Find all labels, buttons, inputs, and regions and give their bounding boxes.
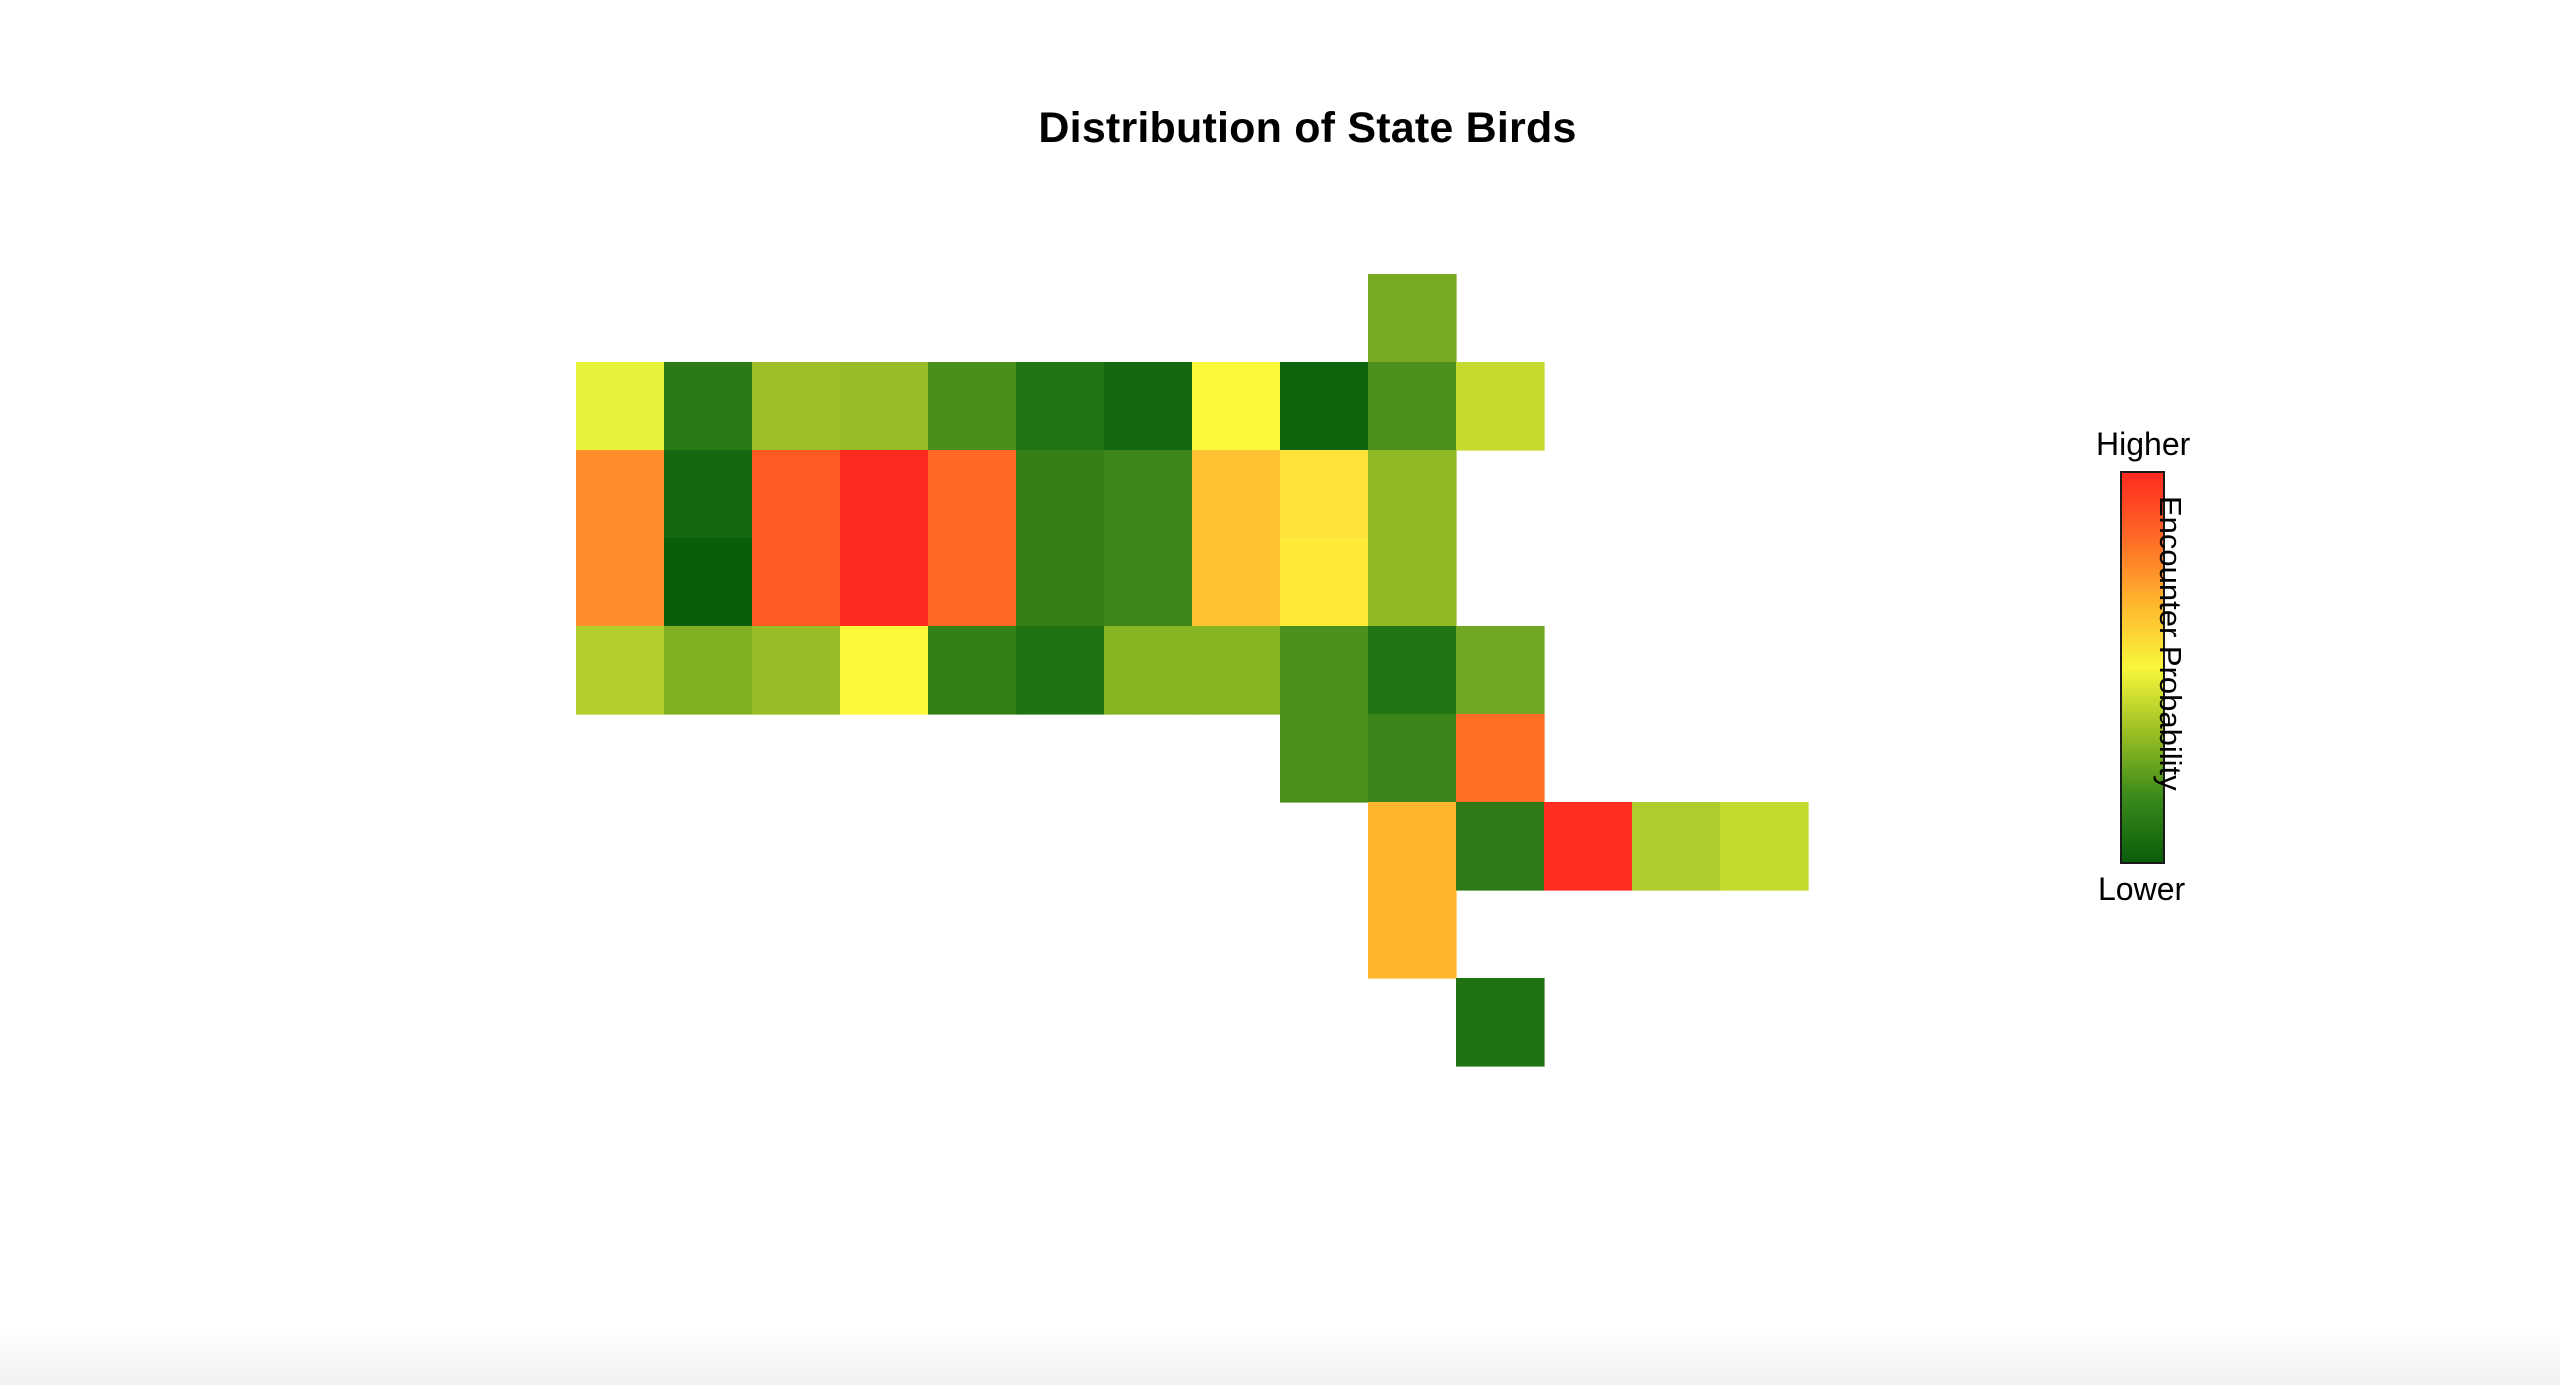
- heatmap-cell: [840, 450, 929, 539]
- heatmap-cell: [576, 538, 665, 627]
- heatmap-cells: [576, 274, 1809, 1067]
- heatmap-cell: [1280, 626, 1369, 715]
- heatmap-cell: [1368, 714, 1457, 803]
- heatmap-cell: [1720, 802, 1809, 891]
- heatmap-cell: [1016, 538, 1105, 627]
- heatmap-cell: [1192, 450, 1281, 539]
- heatmap-cell: [664, 626, 753, 715]
- heatmap-cell: [840, 538, 929, 627]
- heatmap-cell: [1368, 362, 1457, 451]
- heatmap-cell: [664, 362, 753, 451]
- chart-title: Distribution of State Birds: [1038, 104, 1577, 152]
- heatmap-cell: [928, 450, 1017, 539]
- heatmap-cell: [1456, 714, 1545, 803]
- heatmap-cell: [1016, 450, 1105, 539]
- legend-high-label: Higher: [2096, 426, 2191, 462]
- heatmap-cell: [1456, 626, 1545, 715]
- heatmap-cell: [1104, 538, 1193, 627]
- heatmap-cell: [1368, 626, 1457, 715]
- heatmap-cell: [576, 362, 665, 451]
- legend-low-label: Lower: [2098, 871, 2186, 907]
- heatmap-cell: [1368, 538, 1457, 627]
- heatmap-cell: [1104, 362, 1193, 451]
- heatmap-cell: [1192, 538, 1281, 627]
- heatmap-cell: [1192, 362, 1281, 451]
- window-bottom-edge: [0, 1330, 2560, 1385]
- heatmap-cell: [1280, 538, 1369, 627]
- heatmap-cell: [1104, 626, 1193, 715]
- heatmap-cell: [1544, 802, 1633, 891]
- heatmap-cell: [1280, 362, 1369, 451]
- heatmap-cell: [752, 626, 841, 715]
- heatmap-cell: [576, 626, 665, 715]
- heatmap-cell: [1456, 802, 1545, 891]
- heatmap-cell: [752, 538, 841, 627]
- heatmap-cell: [1280, 714, 1369, 803]
- heatmap-cell: [840, 362, 929, 451]
- heatmap-cell: [840, 626, 929, 715]
- heatmap-cell: [1368, 450, 1457, 539]
- heatmap-cell: [664, 450, 753, 539]
- heatmap-cell: [1192, 626, 1281, 715]
- heatmap-cell: [1368, 890, 1457, 979]
- heatmap-cell: [1280, 450, 1369, 539]
- heatmap-cell: [1456, 978, 1545, 1067]
- heatmap-cell: [1368, 274, 1457, 363]
- heatmap-cell: [928, 362, 1017, 451]
- heatmap-cell: [752, 450, 841, 539]
- heatmap-cell: [1368, 802, 1457, 891]
- heatmap-cell: [928, 538, 1017, 627]
- heatmap-cell: [1632, 802, 1721, 891]
- heatmap-cell: [1016, 362, 1105, 451]
- heatmap-cell: [1456, 362, 1545, 451]
- legend-title: Encounter Probability: [2153, 496, 2188, 791]
- legend-colorbar: [2120, 471, 2165, 864]
- heatmap-cell: [928, 626, 1017, 715]
- heatmap-cell: [664, 538, 753, 627]
- heatmap-cell: [1016, 626, 1105, 715]
- heatmap-cell: [752, 362, 841, 451]
- heatmap-cell: [1104, 450, 1193, 539]
- heatmap-cell: [576, 450, 665, 539]
